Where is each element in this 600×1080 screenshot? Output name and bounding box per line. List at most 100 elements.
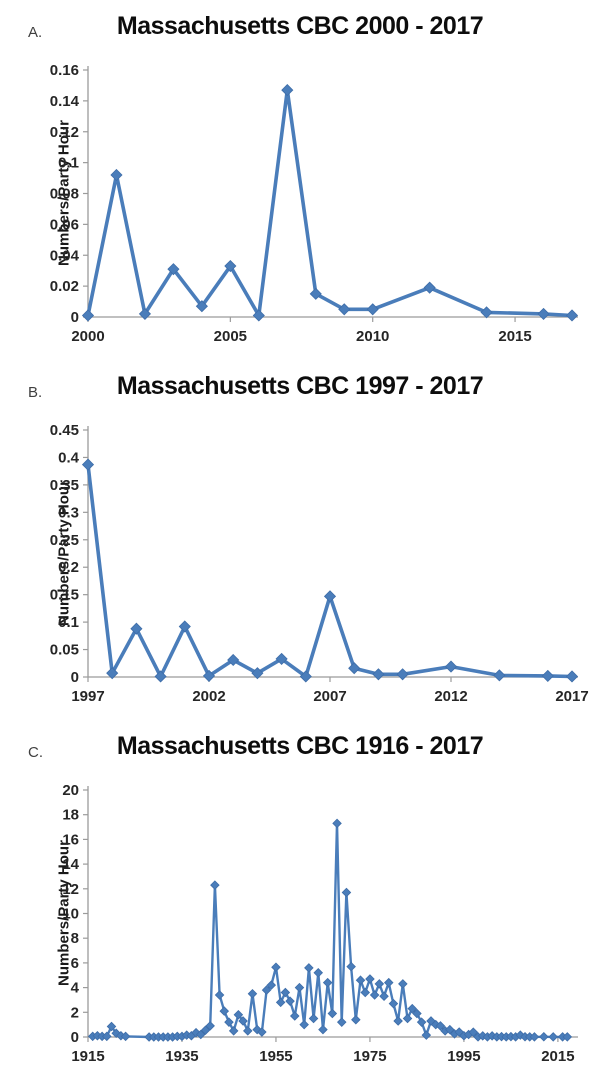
y-tick-label: 0	[71, 309, 79, 326]
data-series-line	[91, 822, 569, 1039]
data-point-marker	[365, 974, 375, 984]
data-point-marker	[346, 961, 356, 972]
y-tick-label: 12	[62, 881, 79, 898]
chart-panel-a: A. Massachusetts CBC 2000 - 2017 Numbers…	[0, 0, 600, 360]
x-tick-label: 2015	[498, 328, 531, 345]
data-point-marker	[205, 1021, 215, 1031]
data-point-marker	[281, 84, 294, 97]
x-tick-label: 1997	[71, 688, 104, 705]
data-point-marker	[167, 263, 180, 276]
data-series-line	[86, 88, 574, 318]
data-point-marker	[313, 968, 324, 978]
data-point-marker	[81, 309, 95, 322]
data-point-marker	[379, 991, 389, 1002]
data-point-marker	[341, 887, 352, 898]
data-point-marker	[423, 281, 436, 294]
data-point-marker	[227, 653, 240, 667]
chart-title-b: Massachusetts CBC 1997 - 2017	[116, 372, 484, 400]
data-point-marker	[195, 300, 208, 313]
data-point-marker	[332, 818, 342, 829]
data-point-marker	[202, 669, 216, 682]
x-tick-label: 2012	[434, 688, 467, 705]
data-point-marker	[480, 306, 493, 319]
data-point-marker	[396, 668, 409, 681]
data-point-marker	[110, 168, 123, 182]
y-tick-label: 0.35	[50, 477, 79, 494]
data-point-marker	[360, 987, 371, 998]
data-point-marker	[154, 670, 167, 683]
data-point-marker	[336, 1017, 347, 1027]
data-point-marker	[444, 660, 458, 673]
data-point-marker	[120, 1031, 131, 1042]
data-point-marker	[304, 963, 314, 973]
data-point-marker	[355, 975, 366, 985]
panel-label-a: A.	[28, 24, 43, 41]
y-tick-label: 18	[62, 807, 79, 824]
data-point-marker	[372, 668, 385, 681]
y-tick-label: 0.05	[50, 642, 79, 659]
data-point-marker	[138, 307, 152, 320]
line-chart-c-svg: 0 2 4 6 8 10 12 14 16 18 20 1915 1935 1955 1975 1995 201…	[62, 782, 578, 1065]
y-tick-label: 8	[71, 930, 79, 947]
y-tick-label: 0.2	[58, 559, 79, 576]
data-point-marker	[106, 667, 119, 680]
data-point-marker	[388, 998, 399, 1009]
x-tick-label: 1915	[71, 1048, 104, 1065]
data-point-marker	[275, 652, 288, 665]
data-point-marker	[251, 667, 264, 680]
data-point-marker	[257, 1027, 267, 1037]
x-tick-label: 1995	[447, 1048, 480, 1065]
chart-title-c: Massachusetts CBC 1916 - 2017	[116, 732, 484, 760]
line-chart-b-svg: 0 0.05 0.1 0.15 0.2 0.25 0.3 0.35 0.4 0.45 1997 200…	[50, 422, 589, 705]
data-point-marker	[393, 1016, 403, 1026]
data-point-marker	[445, 1024, 455, 1035]
data-point-marker	[224, 1017, 234, 1027]
data-point-marker	[407, 1003, 417, 1014]
data-point-marker	[289, 1011, 300, 1021]
data-point-marker	[271, 962, 281, 972]
data-point-marker	[374, 979, 385, 989]
data-point-marker	[548, 1032, 558, 1042]
data-point-marker	[299, 1019, 309, 1030]
data-point-marker	[308, 1013, 319, 1024]
y-tick-label: 20	[62, 782, 79, 799]
data-point-marker	[228, 1026, 239, 1036]
y-tick-label: 0.06	[50, 216, 79, 233]
x-tick-label: 2015	[541, 1048, 574, 1065]
data-point-marker	[383, 977, 394, 988]
data-point-marker	[191, 1027, 201, 1038]
data-point-marker	[412, 1008, 422, 1019]
y-tick-label: 0.45	[50, 422, 79, 439]
y-tick-label: 0	[71, 669, 79, 686]
y-tick-label: 16	[62, 831, 79, 848]
data-point-marker	[200, 1025, 211, 1035]
data-point-marker	[468, 1027, 479, 1037]
data-point-marker	[493, 669, 506, 682]
data-point-marker	[261, 985, 272, 995]
data-point-marker	[348, 662, 361, 675]
x-tick-label: 2010	[356, 328, 389, 345]
data-point-marker	[210, 880, 220, 890]
y-tick-label: 4	[71, 980, 80, 997]
data-point-marker	[529, 1032, 540, 1042]
data-point-marker	[275, 997, 286, 1008]
data-point-marker	[214, 990, 225, 1000]
y-tick-label: 2	[71, 1004, 79, 1021]
y-tick-label: 0.04	[50, 247, 80, 264]
y-tick-label: 14	[62, 856, 79, 873]
y-tick-label: 0.1	[58, 155, 79, 172]
data-point-marker	[238, 1016, 248, 1026]
y-tick-label: 0.25	[50, 532, 79, 549]
chart-panel-b: B. Massachusetts CBC 1997 - 2017 Numbers…	[0, 360, 600, 720]
data-series-line	[86, 462, 574, 679]
data-point-marker	[351, 1014, 361, 1025]
data-point-marker	[178, 620, 191, 633]
y-tick-label: 0.16	[50, 62, 79, 79]
data-point-marker	[402, 1013, 413, 1024]
x-tick-label: 2002	[192, 688, 225, 705]
y-tick-label: 0.12	[50, 124, 79, 141]
y-tick-label: 0.02	[50, 278, 79, 295]
y-tick-label: 0.1	[58, 614, 79, 631]
data-point-marker	[294, 982, 305, 993]
data-point-marker	[327, 1008, 338, 1019]
